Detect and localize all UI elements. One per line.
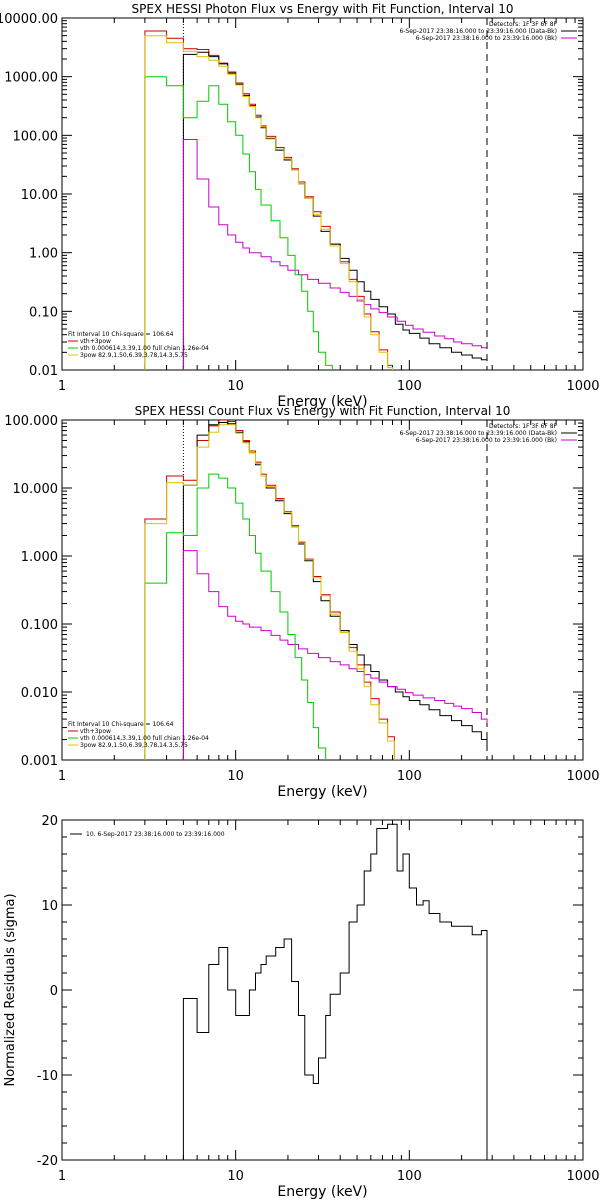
y-tick-label: 10000.00 — [0, 12, 58, 27]
series-line-3pow — [144, 424, 395, 760]
y-tick-label: 0.010 — [21, 686, 58, 701]
x-tick-label: 1 — [58, 1169, 66, 1184]
y-tick-label: 0.10 — [29, 305, 58, 320]
legend-entry: 6-Sep-2017 23:38:16.000 to 23:39:16.000 … — [416, 437, 557, 444]
y-tick-label: 0 — [50, 984, 58, 999]
chart-panel-1: 1 10 100 1000 10000.00 1000.00 100.00 10.00 1.00… — [0, 2, 600, 410]
y-tick-label: 0.001 — [21, 754, 58, 769]
x-axis-label: Energy (keV) — [277, 784, 367, 800]
series-line-vth — [144, 473, 327, 760]
legend-entry: 10. 6-Sep-2017 23:38:16.000 to 23:39:16.… — [86, 831, 225, 838]
series-line-bk — [182, 139, 487, 370]
x-tick-label: 1000 — [566, 1169, 599, 1184]
y-tick-label: 10 — [41, 899, 58, 914]
x-tick-label: 1000 — [566, 769, 599, 784]
x-tick-label: 1000 — [566, 379, 599, 394]
x-tick-label: 10 — [227, 379, 244, 394]
series-line-data-bk — [182, 51, 487, 370]
y-tick-label: 10.000 — [13, 482, 59, 497]
legend-entry: 3pow 82.9,1.50,6.39,3.78,14.3,5.75 — [80, 742, 188, 749]
legend-entry: 6-Sep-2017 23:38:16.000 to 23:39:16.000 … — [399, 28, 557, 35]
y-tick-label: 1.00 — [29, 247, 58, 262]
legend-entry: vth+3pow — [80, 338, 111, 345]
chart-panel-2: 1 10 100 1000 100.000 10.000 1.000 0.100 0.010 0.… — [4, 404, 599, 800]
x-tick-label: 10 — [227, 1169, 244, 1184]
y-tick-label: 1000.00 — [4, 71, 58, 86]
x-axis-label: Energy (keV) — [277, 1184, 367, 1200]
y-tick-label: 100.000 — [4, 414, 58, 429]
y-tick-label: 1.000 — [21, 550, 58, 565]
series-line-data-bk — [182, 422, 488, 760]
chart-title: SPEX HESSI Photon Flux vs Energy with Fi… — [132, 2, 514, 16]
y-tick-label: 10.00 — [21, 188, 58, 203]
legend-entry: Detectors: 1F 3F 6F 8F — [489, 21, 558, 28]
legend-entry: Fit Interval 10 Chi-square = 106.64 — [68, 331, 174, 338]
plot-frame — [61, 819, 584, 1161]
y-tick-label: 0.01 — [29, 364, 58, 379]
legend-entry: vth 0.000614,3.39,1.00 full chian 1.26e-… — [80, 345, 209, 352]
x-tick-label: 10 — [227, 769, 244, 784]
chart-title: SPEX HESSI Count Flux vs Energy with Fit… — [135, 404, 511, 418]
series-line-bk — [182, 550, 488, 760]
plot-frame — [61, 419, 584, 761]
plot-frame — [61, 17, 584, 371]
legend-entry: Fit Interval 10 Chi-square = 106.64 — [68, 721, 174, 728]
series-line-10-6-sep-2017-23-38-16-000-to-23-39-16-000 — [182, 823, 488, 1160]
y-axis-label: Normalized Residuals (sigma) — [3, 893, 18, 1086]
x-tick-label: 1 — [58, 379, 66, 394]
y-tick-label: 100.00 — [13, 129, 59, 144]
y-tick-label: 20 — [41, 814, 58, 829]
series-line-3pow — [144, 35, 393, 370]
legend-entry: 6-Sep-2017 23:38:16.000 to 23:39:16.000 … — [399, 430, 557, 437]
legend-entry: vth+3pow — [80, 728, 111, 735]
legend-entry: vth 0.000614,3.39,1.00 full chian 1.26e-… — [80, 735, 209, 742]
y-tick-label: 0.100 — [21, 618, 58, 633]
x-tick-label: 1 — [58, 769, 66, 784]
x-tick-label: 100 — [397, 1169, 422, 1184]
x-tick-label: 100 — [397, 769, 422, 784]
x-tick-label: 100 — [397, 379, 422, 394]
series-line-vth — [144, 76, 333, 370]
series-line-vth-3pow — [144, 30, 393, 370]
y-tick-label: -10 — [37, 1069, 58, 1084]
legend-entry: 6-Sep-2017 23:38:16.000 to 23:39:16.000 … — [416, 35, 557, 42]
legend-entry: Detectors: 1F 3F 6F 8F — [489, 423, 558, 430]
legend-entry: 3pow 82.9,1.50,6.39,3.78,14.3,5.75 — [80, 352, 188, 359]
x-axis-label: Energy (keV) — [277, 394, 367, 410]
y-tick-label: -20 — [37, 1154, 58, 1169]
